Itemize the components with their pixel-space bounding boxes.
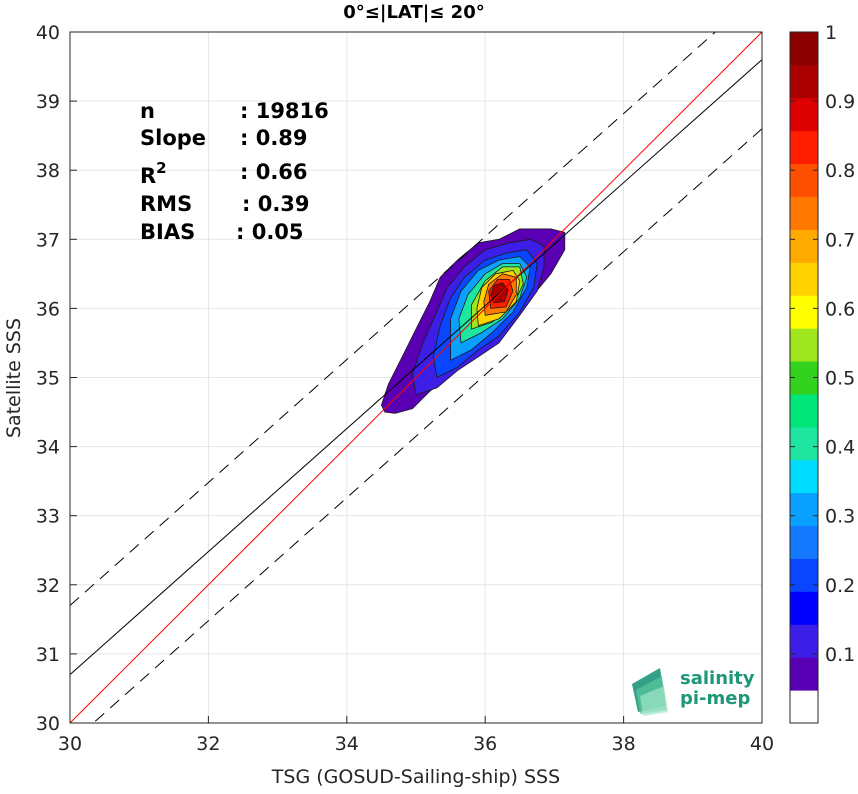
stat-value-n: : 19816: [240, 99, 329, 123]
colorbar-band: [790, 492, 818, 527]
y-tick-label: 38: [36, 160, 60, 182]
fit-lower-band-line: [92, 128, 763, 724]
y-tick-label: 39: [36, 91, 60, 113]
y-tick-label: 36: [36, 298, 60, 320]
colorbar-band: [790, 657, 818, 691]
identity-line: [69, 31, 763, 724]
x-tick-label: 32: [196, 733, 220, 755]
stat-value-rms: : 0.39: [242, 192, 310, 216]
colorbar-band: [790, 393, 818, 428]
y-axis-ticks: 30 31 32 33 34 35 36 37 38 39 40: [36, 22, 77, 735]
colorbar-band: [790, 163, 818, 198]
x-axis-label: TSG (GOSUD-Sailing-ship) SSS: [271, 766, 560, 788]
x-tick-label: 30: [58, 733, 82, 755]
colorbar-band: [790, 459, 818, 494]
colorbar-band: [790, 130, 818, 165]
colorbar-tick-label: 0.7: [825, 229, 855, 251]
colorbar-tick-label: 0.6: [825, 298, 855, 320]
colorbar-band: [790, 624, 818, 658]
x-axis-ticks: 30 32 34 36 38 40: [58, 716, 774, 755]
stats-box: n : 19816 Slope : 0.89 R2 : 0.66 RMS : 0.39 BIAS…: [140, 99, 329, 244]
colorbar-band: [790, 558, 818, 592]
colorbar-tick-label: 0.4: [825, 437, 855, 459]
logo-text-line1: salinity: [680, 668, 755, 689]
colorbar-band: [790, 262, 818, 296]
colorbar-tick-label: 0.8: [825, 160, 855, 182]
colorbar-band: [790, 426, 818, 461]
y-tick-label: 33: [36, 506, 60, 528]
x-tick-label: 40: [750, 733, 774, 755]
colorbar-tick-label: 0.9: [825, 91, 855, 113]
colorbar-tick-label: 0.1: [825, 644, 855, 666]
colorbar-band: [790, 525, 818, 559]
grid: [69, 31, 763, 724]
colorbar-band: [790, 295, 818, 329]
stat-label-rms: RMS: [140, 192, 192, 216]
y-tick-label: 40: [36, 22, 60, 44]
logo-text-line2: pi-mep: [680, 688, 750, 709]
colorbar-band: [790, 97, 818, 132]
x-tick-label: 38: [612, 733, 636, 755]
colorbar-band: [790, 229, 818, 263]
stat-label-slope: Slope: [140, 126, 206, 150]
stat-label-bias: BIAS: [140, 220, 195, 244]
colorbar-band: [790, 32, 818, 66]
y-tick-label: 34: [36, 437, 60, 459]
colorbar-ticks: 0.1 0.2 0.3 0.4 0.5 0.6 0.7 0.8 0.9 1: [790, 22, 855, 666]
y-tick-label: 35: [36, 368, 60, 390]
y-tick-label: 32: [36, 575, 60, 597]
colorbar-tick-label: 0.3: [825, 506, 855, 528]
colorbar-band: [790, 328, 818, 362]
colorbar-tick-label: 0.2: [825, 575, 855, 597]
colorbar: [790, 32, 818, 724]
regression-lines: [69, 31, 763, 724]
y-axis-label: Satellite SSS: [3, 318, 25, 438]
x-tick-label: 36: [473, 733, 497, 755]
chart-title: 0°≤|LAT|≤ 20°: [343, 2, 484, 23]
stat-label-n: n: [140, 99, 155, 123]
stat-label-r: R2: [140, 159, 167, 188]
colorbar-band: [790, 64, 818, 99]
y-tick-label: 37: [36, 229, 60, 251]
colorbar-tick-label: 0.5: [825, 368, 855, 390]
stat-value-r: : 0.66: [240, 160, 308, 184]
colorbar-band: [790, 196, 818, 230]
colorbar-band: [790, 591, 818, 625]
fit-line: [69, 59, 763, 676]
colorbar-tick-label: 1: [825, 22, 837, 44]
salinity-pi-mep-logo: salinity pi-mep: [632, 668, 755, 716]
stat-value-bias: : 0.05: [236, 220, 304, 244]
fit-upper-band-line: [69, 31, 716, 606]
stat-value-slope: : 0.89: [240, 126, 308, 150]
y-tick-label: 30: [36, 713, 60, 735]
colorbar-band: [790, 690, 818, 724]
y-tick-label: 31: [36, 644, 60, 666]
wave-icon: [632, 668, 668, 716]
x-tick-label: 34: [335, 733, 359, 755]
